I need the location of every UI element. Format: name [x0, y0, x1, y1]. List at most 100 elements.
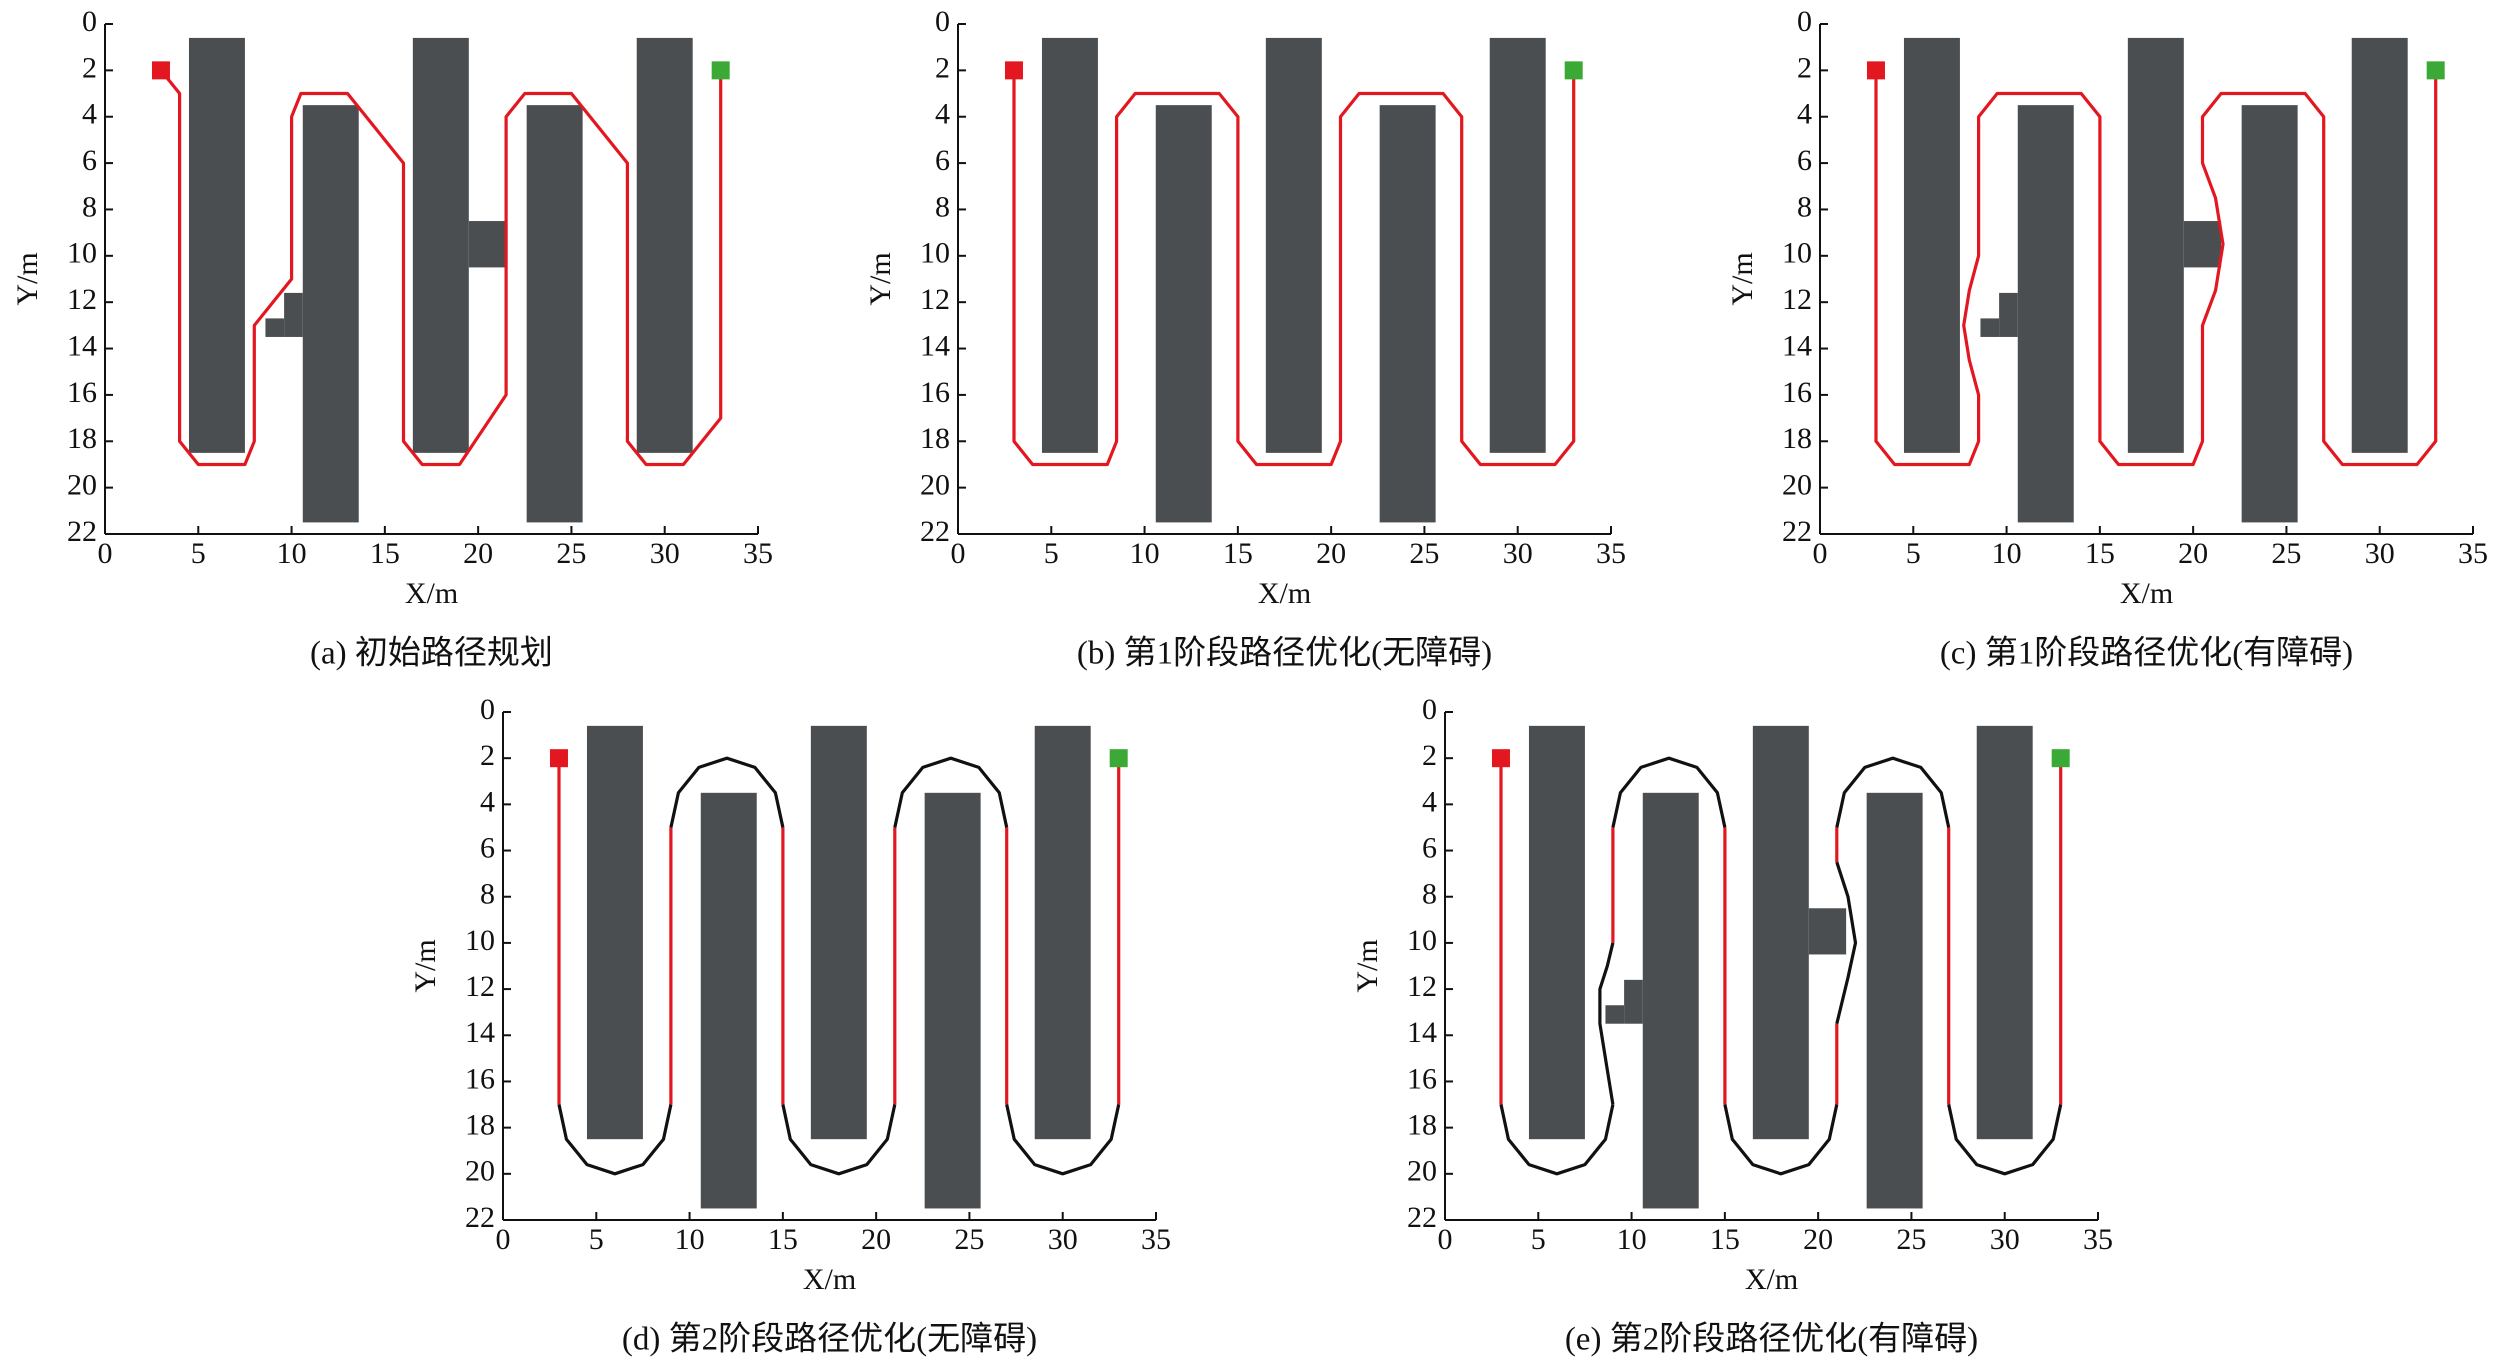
x-tick-label: 10 [277, 537, 307, 570]
x-tick-label: 10 [675, 1223, 705, 1256]
y-tick-label: 12 [67, 283, 97, 316]
obstacle [810, 725, 867, 1140]
x-tick-label: 20 [2178, 537, 2208, 570]
obstacle [2351, 37, 2408, 453]
y-axis-label: Y/m [11, 252, 44, 305]
subplot-title: (a) 初始路径规划 [310, 635, 553, 672]
y-tick-label: 18 [1407, 1109, 1437, 1142]
x-tick-label: 10 [1992, 537, 2022, 570]
y-tick-label: 10 [1782, 237, 1812, 270]
x-tick-label: 10 [1130, 537, 1160, 570]
y-tick-label: 16 [1782, 376, 1812, 409]
obstacle [526, 105, 583, 523]
x-tick-label: 5 [589, 1223, 604, 1256]
x-tick-label: 30 [2365, 537, 2395, 570]
obstacle [1642, 792, 1699, 1209]
goal-marker [2426, 61, 2445, 80]
x-tick-label: 30 [650, 537, 680, 570]
subplot-title: (d) 第2阶段路径优化(无障碍) [622, 1321, 1037, 1358]
x-tick-label: 0 [98, 537, 113, 570]
y-tick-label: 22 [67, 515, 97, 548]
y-tick-label: 10 [465, 924, 495, 957]
y-tick-label: 6 [935, 144, 950, 177]
x-tick-label: 0 [1438, 1223, 1453, 1256]
y-tick-label: 8 [82, 190, 97, 223]
x-tick-label: 30 [1990, 1223, 2020, 1256]
y-tick-label: 8 [1422, 878, 1437, 911]
x-tick-label: 25 [1409, 537, 1439, 570]
y-tick-label: 20 [1407, 1155, 1437, 1188]
goal-marker [1109, 749, 1128, 768]
robot-path [159, 69, 723, 467]
x-tick-label: 20 [463, 537, 493, 570]
y-tick-label: 14 [465, 1016, 495, 1049]
obstacle [1999, 292, 2018, 337]
subplot-title: (b) 第1阶段路径优化(无障碍) [1077, 635, 1492, 672]
y-tick-label: 20 [465, 1155, 495, 1188]
x-tick-label: 0 [496, 1223, 511, 1256]
x-tick-label: 5 [1906, 537, 1921, 570]
y-tick-label: 4 [935, 98, 950, 131]
start-marker [1866, 61, 1885, 80]
y-tick-label: 0 [1422, 693, 1437, 726]
x-tick-label: 0 [1813, 537, 1828, 570]
subplot: 0 5 10 15 20 25 30 35 0 2 4 6 8 10 12 14 16 18 20 22 X/m Y/m (… [409, 693, 1171, 1358]
y-tick-label: 12 [1782, 283, 1812, 316]
robot-path [1499, 756, 2063, 1176]
y-tick-label: 18 [920, 422, 950, 455]
obstacle [2183, 221, 2222, 268]
y-axis-label: Y/m [1351, 939, 1384, 992]
subplot: 0 5 10 15 20 25 30 35 0 2 4 6 8 10 12 14 16 18 20 22 X/m Y/m (… [1726, 5, 2488, 672]
x-tick-label: 25 [556, 537, 586, 570]
y-tick-label: 4 [1797, 98, 1812, 131]
y-tick-label: 10 [67, 237, 97, 270]
obstacle [1034, 725, 1091, 1140]
obstacle [2127, 37, 2184, 453]
obstacle [302, 105, 359, 523]
x-tick-label: 0 [951, 537, 966, 570]
x-tick-label: 15 [768, 1223, 798, 1256]
y-tick-label: 8 [480, 878, 495, 911]
y-tick-label: 22 [465, 1201, 495, 1234]
x-tick-label: 5 [1044, 537, 1059, 570]
obstacle [1489, 37, 1546, 453]
subplot: 0 5 10 15 20 25 30 35 0 2 4 6 8 10 12 14 16 18 20 22 X/m Y/m (… [11, 5, 773, 672]
obstacle [1155, 105, 1212, 523]
robot-path [557, 756, 1121, 1176]
y-tick-label: 16 [67, 376, 97, 409]
y-tick-label: 18 [465, 1109, 495, 1142]
robot-path [1012, 70, 1576, 467]
x-tick-label: 25 [1896, 1223, 1926, 1256]
y-tick-label: 16 [1407, 1062, 1437, 1095]
x-tick-label: 35 [1141, 1223, 1171, 1256]
robot-path [557, 758, 1121, 1105]
start-marker [1491, 749, 1510, 768]
y-tick-label: 6 [1797, 144, 1812, 177]
obstacle [2241, 105, 2298, 523]
x-tick-label: 5 [1531, 1223, 1546, 1256]
obstacle [636, 37, 693, 453]
obstacle [265, 318, 285, 337]
obstacle [586, 725, 643, 1140]
y-tick-label: 0 [1797, 5, 1812, 38]
x-tick-label: 20 [861, 1223, 891, 1256]
subplot: 0 5 10 15 20 25 30 35 0 2 4 6 8 10 12 14 16 18 20 22 X/m Y/m (… [1351, 693, 2113, 1358]
obstacle [1976, 725, 2033, 1140]
x-tick-label: 20 [1316, 537, 1346, 570]
y-tick-label: 18 [1782, 422, 1812, 455]
x-tick-label: 5 [191, 537, 206, 570]
y-tick-label: 0 [82, 5, 97, 38]
obstacle [924, 792, 981, 1209]
goal-marker [711, 61, 730, 80]
obstacle [1903, 37, 1960, 453]
robot-path [1499, 758, 2063, 1105]
obstacle [1379, 105, 1436, 523]
subplot: 0 5 10 15 20 25 30 35 0 2 4 6 8 10 12 14 16 18 20 22 X/m Y/m (… [864, 5, 1626, 672]
x-tick-label: 30 [1048, 1223, 1078, 1256]
y-tick-label: 2 [480, 739, 495, 772]
y-tick-label: 10 [920, 237, 950, 270]
y-tick-label: 20 [920, 469, 950, 502]
x-tick-label: 35 [2458, 537, 2488, 570]
y-tick-label: 12 [465, 970, 495, 1003]
